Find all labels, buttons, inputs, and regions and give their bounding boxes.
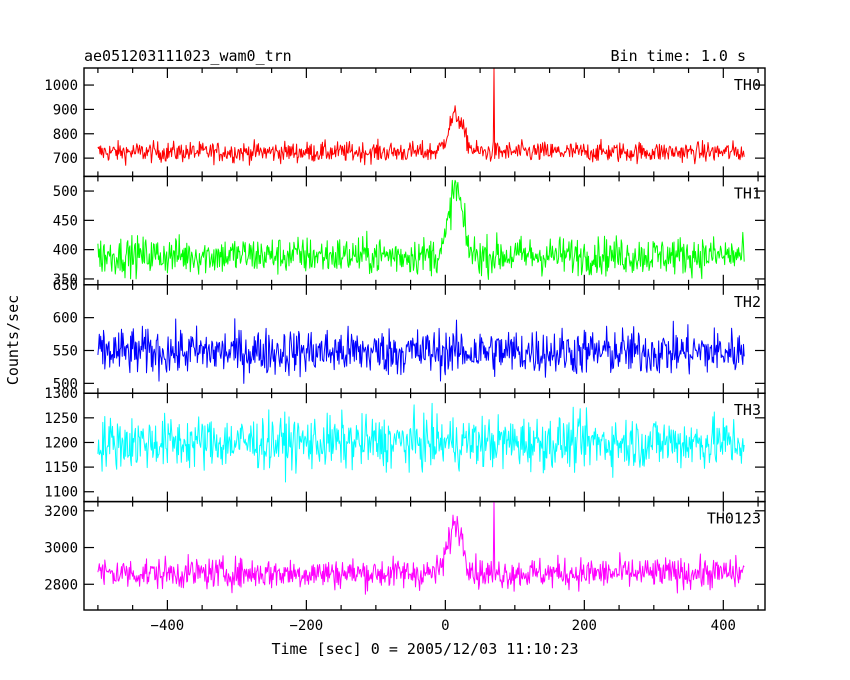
series-line-th1 <box>97 179 745 280</box>
panel-th0: 700 800 900 1000 TH0 <box>44 67 766 178</box>
y-tick-label: 550 <box>53 343 78 359</box>
panel-label: TH0 <box>734 76 761 94</box>
chart-title: ae051203111023_wam0_trn <box>84 47 292 65</box>
y-tick-label: 3000 <box>44 541 78 557</box>
panel-frame <box>83 500 766 611</box>
panel-th0123: 2800 3000 3200 TH0123 −400 −200 0 200 400 <box>44 500 766 634</box>
x-axis-label: Time [sec] 0 = 2005/12/03 11:10:23 <box>271 640 578 658</box>
y-tick-label: 1300 <box>44 386 78 402</box>
y-tick-label: 1000 <box>44 78 78 94</box>
y-tick-label: 700 <box>53 151 78 167</box>
x-tick-label: −400 <box>151 618 185 634</box>
panel-th1: 350 400 450 500 TH1 <box>53 175 766 288</box>
panel-label: TH0123 <box>707 510 761 528</box>
x-tick-label: −200 <box>290 618 324 634</box>
y-tick-label: 1100 <box>44 485 78 501</box>
y-tick-label: 1200 <box>44 435 78 451</box>
y-tick-label: 650 <box>53 278 78 294</box>
y-tick-label: 600 <box>53 311 78 327</box>
y-tick-label: 400 <box>53 243 78 259</box>
series-line-th3 <box>97 402 745 483</box>
y-tick-label: 1250 <box>44 411 78 427</box>
x-tick-label: 0 <box>441 618 449 634</box>
y-axis-label: Counts/sec <box>4 295 22 385</box>
y-tick-label: 450 <box>53 213 78 229</box>
panel-label: TH2 <box>734 293 761 311</box>
y-tick-label: 1150 <box>44 460 78 476</box>
y-tick-label: 800 <box>53 127 78 143</box>
series-line-th0 <box>97 68 745 166</box>
y-tick-label: 350 <box>53 272 78 288</box>
panels-group: 700 800 900 1000 TH0 350 400 450 500 TH1 500 550 600… <box>44 67 766 634</box>
x-tick-label: 400 <box>711 618 736 634</box>
y-tick-label: 500 <box>53 184 78 200</box>
series-line-th2 <box>97 318 745 384</box>
panel-label: TH1 <box>734 184 761 202</box>
panel-th2: 500 550 600 650 TH2 <box>53 278 766 394</box>
y-tick-label: 500 <box>53 376 78 392</box>
panel-frame <box>83 67 766 178</box>
panel-th3: 1100 1150 1200 1250 1300 TH3 <box>44 386 766 503</box>
bin-time-label: Bin time: 1.0 s <box>611 47 746 65</box>
x-tick-label: 200 <box>572 618 597 634</box>
panel-label: TH3 <box>734 401 761 419</box>
y-tick-label: 3200 <box>44 504 78 520</box>
y-tick-label: 900 <box>53 102 78 118</box>
y-tick-label: 2800 <box>44 577 78 593</box>
series-line-th0123 <box>97 501 745 595</box>
